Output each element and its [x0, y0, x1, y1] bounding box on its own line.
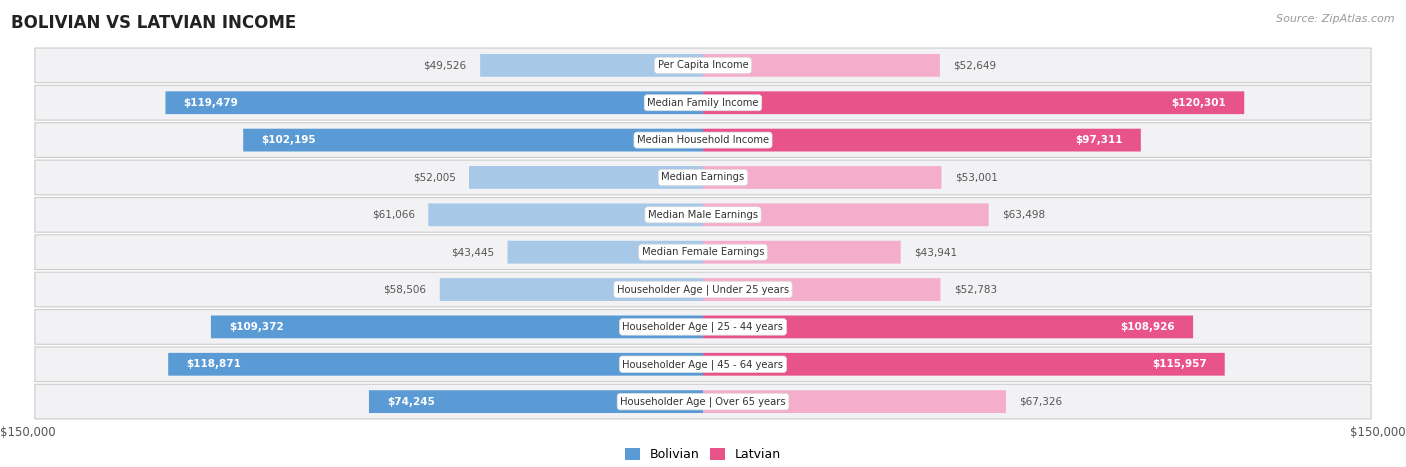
Text: $52,005: $52,005 — [412, 172, 456, 183]
Text: Householder Age | Over 65 years: Householder Age | Over 65 years — [620, 396, 786, 407]
FancyBboxPatch shape — [169, 353, 703, 375]
Text: $52,783: $52,783 — [955, 284, 997, 295]
Text: $63,498: $63,498 — [1002, 210, 1045, 220]
Text: Median Earnings: Median Earnings — [661, 172, 745, 183]
FancyBboxPatch shape — [703, 353, 1225, 375]
FancyBboxPatch shape — [35, 160, 1371, 195]
Text: $61,066: $61,066 — [371, 210, 415, 220]
FancyBboxPatch shape — [703, 241, 901, 263]
FancyBboxPatch shape — [211, 316, 703, 338]
Text: Median Male Earnings: Median Male Earnings — [648, 210, 758, 220]
Text: Median Family Income: Median Family Income — [647, 98, 759, 108]
FancyBboxPatch shape — [470, 166, 703, 189]
Text: $102,195: $102,195 — [262, 135, 316, 145]
Legend: Bolivian, Latvian: Bolivian, Latvian — [620, 443, 786, 467]
FancyBboxPatch shape — [35, 48, 1371, 83]
Text: $52,649: $52,649 — [953, 60, 997, 71]
Text: Median Household Income: Median Household Income — [637, 135, 769, 145]
Text: $118,871: $118,871 — [186, 359, 240, 369]
FancyBboxPatch shape — [703, 390, 1005, 413]
Text: $43,941: $43,941 — [914, 247, 957, 257]
Text: $120,301: $120,301 — [1171, 98, 1226, 108]
FancyBboxPatch shape — [440, 278, 703, 301]
Text: Householder Age | 45 - 64 years: Householder Age | 45 - 64 years — [623, 359, 783, 369]
Text: $115,957: $115,957 — [1152, 359, 1206, 369]
Text: $49,526: $49,526 — [423, 60, 467, 71]
FancyBboxPatch shape — [368, 390, 703, 413]
FancyBboxPatch shape — [166, 92, 703, 114]
Text: $108,926: $108,926 — [1121, 322, 1175, 332]
Text: $58,506: $58,506 — [384, 284, 426, 295]
FancyBboxPatch shape — [35, 235, 1371, 269]
FancyBboxPatch shape — [703, 129, 1140, 151]
FancyBboxPatch shape — [35, 384, 1371, 419]
FancyBboxPatch shape — [703, 166, 942, 189]
Text: Source: ZipAtlas.com: Source: ZipAtlas.com — [1277, 14, 1395, 24]
Text: $43,445: $43,445 — [451, 247, 494, 257]
FancyBboxPatch shape — [703, 92, 1244, 114]
Text: $97,311: $97,311 — [1076, 135, 1123, 145]
Text: Per Capita Income: Per Capita Income — [658, 60, 748, 71]
FancyBboxPatch shape — [703, 316, 1194, 338]
FancyBboxPatch shape — [243, 129, 703, 151]
Text: BOLIVIAN VS LATVIAN INCOME: BOLIVIAN VS LATVIAN INCOME — [11, 14, 297, 32]
FancyBboxPatch shape — [35, 85, 1371, 120]
FancyBboxPatch shape — [703, 278, 941, 301]
FancyBboxPatch shape — [508, 241, 703, 263]
FancyBboxPatch shape — [35, 310, 1371, 344]
Text: $67,326: $67,326 — [1019, 396, 1063, 407]
FancyBboxPatch shape — [35, 123, 1371, 157]
FancyBboxPatch shape — [703, 204, 988, 226]
Text: $119,479: $119,479 — [183, 98, 238, 108]
Text: Householder Age | Under 25 years: Householder Age | Under 25 years — [617, 284, 789, 295]
Text: $74,245: $74,245 — [387, 396, 434, 407]
FancyBboxPatch shape — [35, 198, 1371, 232]
FancyBboxPatch shape — [35, 347, 1371, 382]
Text: Householder Age | 25 - 44 years: Householder Age | 25 - 44 years — [623, 322, 783, 332]
FancyBboxPatch shape — [35, 272, 1371, 307]
Text: $53,001: $53,001 — [955, 172, 998, 183]
Text: $109,372: $109,372 — [229, 322, 284, 332]
FancyBboxPatch shape — [703, 54, 939, 77]
Text: Median Female Earnings: Median Female Earnings — [641, 247, 765, 257]
FancyBboxPatch shape — [429, 204, 703, 226]
FancyBboxPatch shape — [481, 54, 703, 77]
